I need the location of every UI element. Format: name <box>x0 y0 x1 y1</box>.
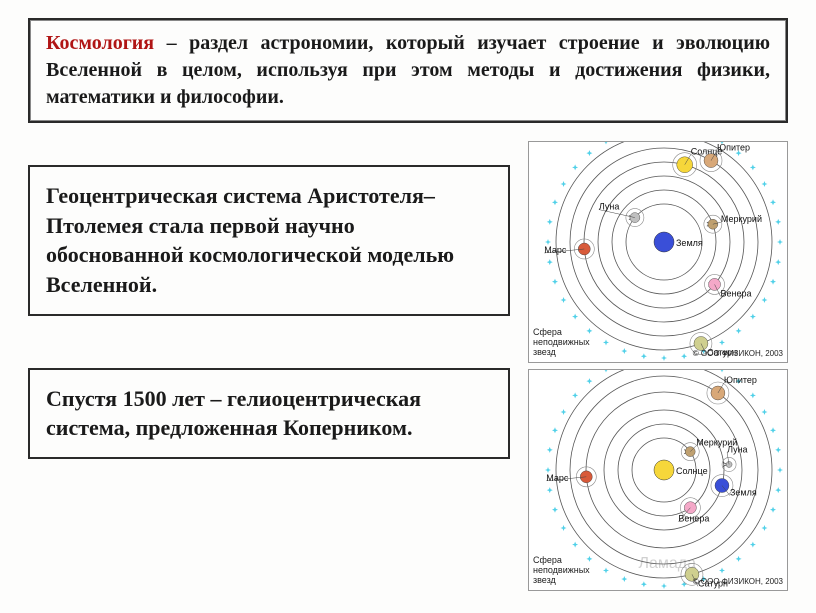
svg-text:Венера: Венера <box>678 514 709 524</box>
right-column: Земля Луна Меркурий Венера Солнце Марс Юпитер С… <box>528 141 788 591</box>
geocentric-diagram: ЗемляЛунаМеркурийВенераСолнцеМарсЮпитерС… <box>528 141 788 363</box>
svg-text:Марс: Марс <box>544 245 567 255</box>
definition-term: Космология <box>46 32 154 54</box>
watermark: Ламада <box>638 555 696 573</box>
heliocentric-text-box: Спустя 1500 лет – гелиоцентрическая сист… <box>28 368 510 459</box>
svg-text:Меркурий: Меркурий <box>721 214 762 224</box>
svg-text:Солнце: Солнце <box>676 466 708 476</box>
svg-text:Земля: Земля <box>730 488 757 498</box>
left-column: Геоцентрическая система Аристотеля–Птоле… <box>28 141 510 591</box>
svg-text:Юпитер: Юпитер <box>724 375 757 385</box>
definition-text: – раздел астрономии, который изучает стр… <box>46 32 770 108</box>
svg-text:Марс: Марс <box>546 473 569 483</box>
sphere-label-geo: Сферанеподвижныхзвезд <box>533 328 590 358</box>
copyright-geo: © ООО ФИЗИКОН, 2003 <box>693 349 783 358</box>
content-row: Геоцентрическая система Аристотеля–Птоле… <box>28 141 788 591</box>
definition-box: Космология – раздел астрономии, который … <box>28 18 788 123</box>
svg-text:Юпитер: Юпитер <box>717 143 750 153</box>
svg-text:Земля: Земля <box>676 238 703 248</box>
svg-text:Венера: Венера <box>721 288 752 298</box>
slide: Космология – раздел астрономии, который … <box>0 0 816 613</box>
copyright-helio: © ООО ФИЗИКОН, 2003 <box>693 577 783 586</box>
geocentric-text-box: Геоцентрическая система Аристотеля–Птоле… <box>28 165 510 316</box>
svg-text:Луна: Луна <box>599 202 619 212</box>
svg-text:Луна: Луна <box>727 444 747 454</box>
sphere-label-helio: Сферанеподвижныхзвезд <box>533 556 590 586</box>
